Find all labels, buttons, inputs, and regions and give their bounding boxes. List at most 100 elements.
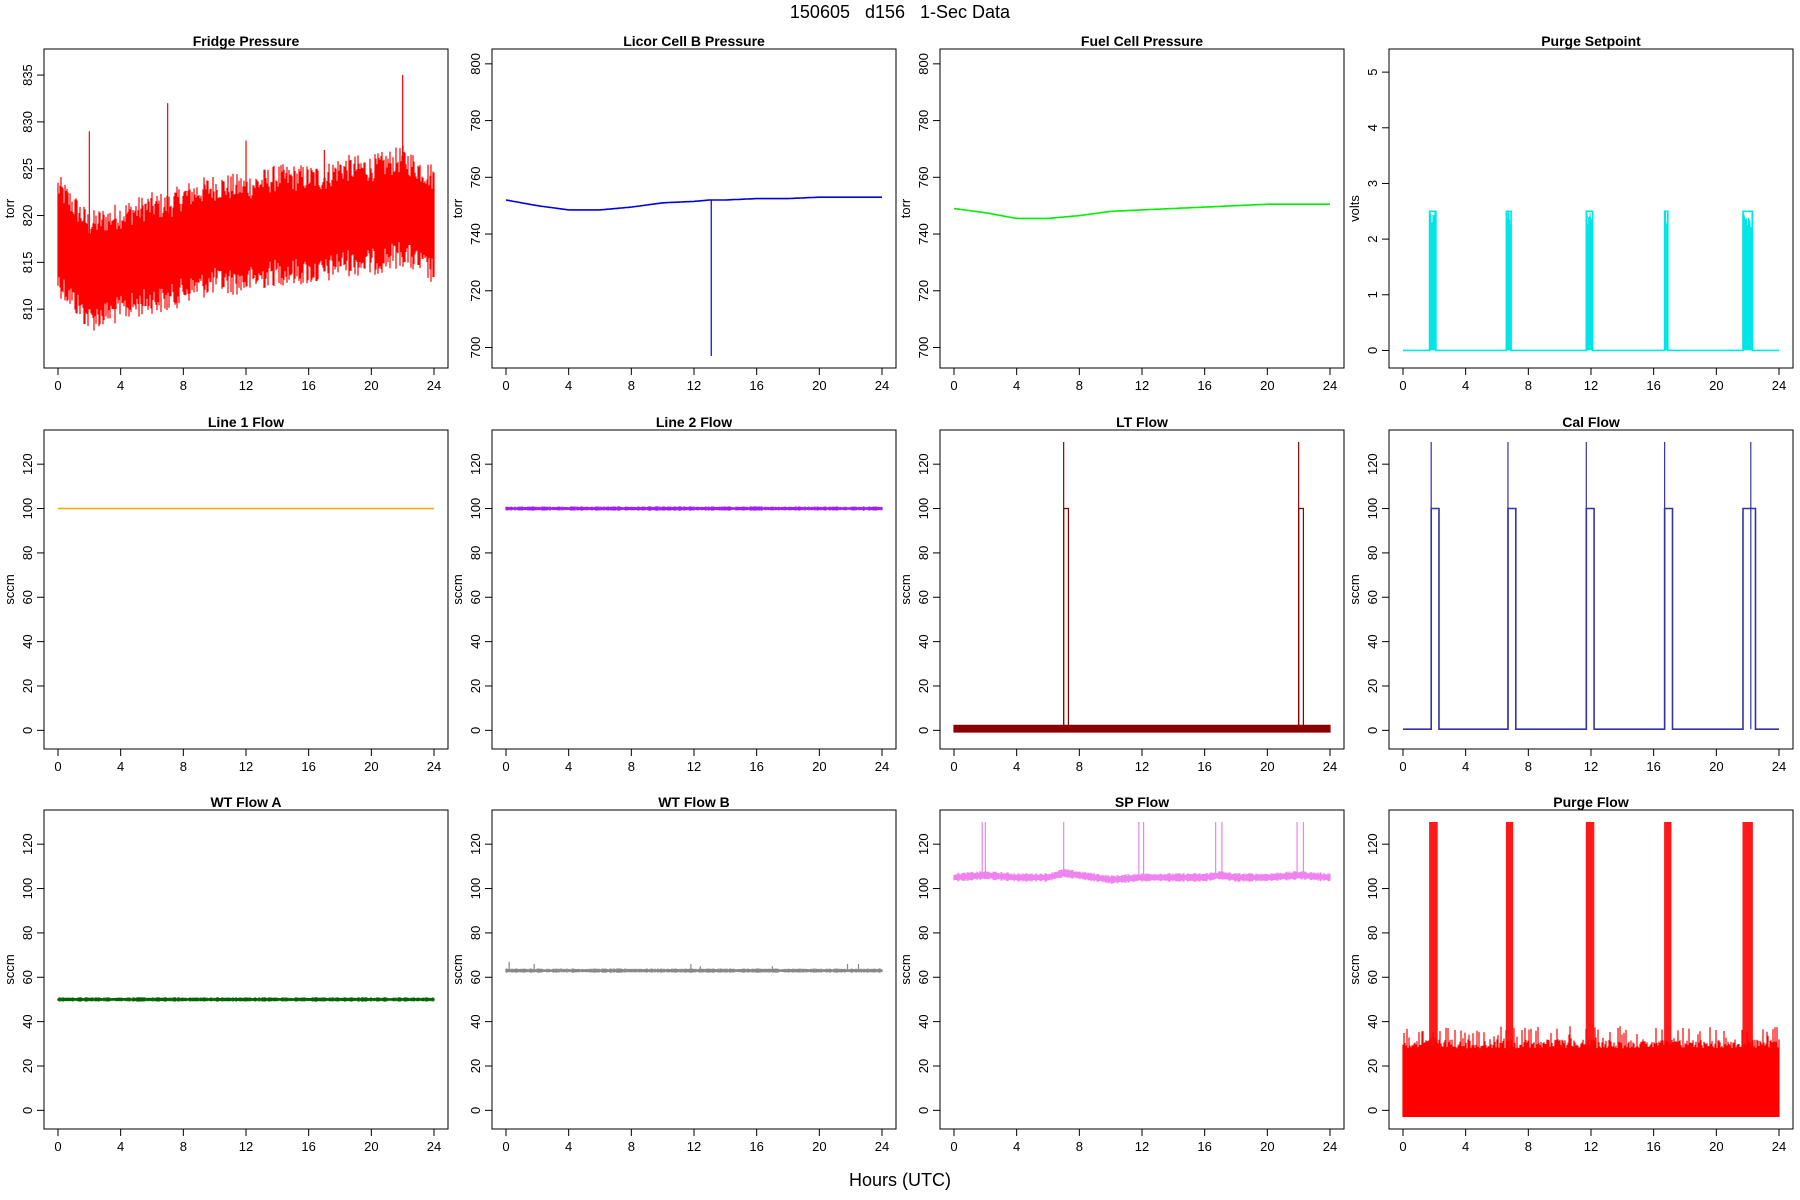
- y-tick-label-3-4: 4: [1365, 124, 1380, 131]
- series-11: [1402, 822, 1780, 1117]
- y-tick-label-1-5: 800: [468, 53, 483, 75]
- x-tick-label-9-5: 20: [812, 1139, 826, 1154]
- y-tick-label-1-1: 720: [468, 280, 483, 302]
- y-tick-label-6-2: 40: [916, 634, 931, 648]
- y-tick-label-7-4: 80: [1365, 546, 1380, 560]
- series-line-0: [57, 205, 435, 273]
- x-tick-label-10-2: 8: [1076, 1139, 1083, 1154]
- plot-frame-10: [939, 809, 1345, 1130]
- x-tick-label-6-3: 12: [1135, 759, 1149, 774]
- y-tick-label-0-3: 825: [20, 158, 35, 180]
- y-axis-label-11: sccm: [1347, 954, 1362, 984]
- x-tick-label-8-3: 12: [239, 1139, 253, 1154]
- x-tick-label-11-0: 0: [1399, 1139, 1406, 1154]
- panel-2: Fuel Cell Pressure 0 4 8 12 16 20 24 700 720 740 76…: [898, 33, 1345, 393]
- series-10: [953, 822, 1331, 884]
- x-tick-label-1-1: 4: [565, 378, 572, 393]
- y-axis-label-4: sccm: [2, 574, 17, 604]
- panel-9: WT Flow B 0 4 8 12 16 20 24 0 20 40 60 80 100 120 sccm: [450, 794, 897, 1154]
- series-2: [953, 203, 1330, 220]
- x-tick-label-8-5: 20: [364, 1139, 378, 1154]
- x-tick-label-6-2: 8: [1076, 759, 1083, 774]
- y-tick-label-0-0: 810: [20, 298, 35, 320]
- y-tick-label-3-2: 2: [1365, 235, 1380, 242]
- y-tick-label-7-2: 40: [1365, 634, 1380, 648]
- x-tick-label-2-3: 12: [1135, 378, 1149, 393]
- y-tick-label-3-3: 3: [1365, 180, 1380, 187]
- pulse-11-4: [1742, 822, 1753, 1117]
- y-tick-label-0-2: 820: [20, 205, 35, 227]
- panel-title-4: Line 1 Flow: [208, 414, 284, 430]
- x-tick-label-11-1: 4: [1462, 1139, 1469, 1154]
- y-axis-label-9: sccm: [450, 954, 465, 984]
- y-tick-label-8-2: 40: [20, 1014, 35, 1028]
- figure-title: 150605 d156 1-Sec Data: [789, 2, 1011, 22]
- pulse-11-1: [1505, 822, 1514, 1117]
- panel-title-5: Line 2 Flow: [656, 414, 732, 430]
- x-tick-label-2-5: 20: [1260, 378, 1274, 393]
- y-tick-label-11-1: 20: [1365, 1059, 1380, 1073]
- y-axis-label-5: sccm: [450, 574, 465, 604]
- x-tick-label-0-3: 12: [239, 378, 253, 393]
- x-tick-label-2-2: 8: [1076, 378, 1083, 393]
- y-axis-label-1: torr: [450, 198, 465, 218]
- x-tick-label-7-4: 16: [1646, 759, 1660, 774]
- plot-frame-4: [43, 429, 449, 750]
- x-tick-label-3-5: 20: [1709, 378, 1723, 393]
- y-tick-label-5-2: 40: [468, 634, 483, 648]
- setpoint-pulse-3: [1664, 211, 1668, 351]
- y-tick-label-2-1: 720: [916, 280, 931, 302]
- y-tick-label-8-6: 120: [20, 833, 35, 855]
- panel-title-11: Purge Flow: [1553, 794, 1629, 810]
- plot-frame-2: [939, 48, 1345, 369]
- y-tick-label-7-5: 100: [1365, 498, 1380, 520]
- y-tick-label-2-4: 780: [916, 110, 931, 132]
- y-tick-label-7-3: 60: [1365, 590, 1380, 604]
- x-tick-label-8-2: 8: [180, 1139, 187, 1154]
- y-axis-label-6: sccm: [898, 574, 913, 604]
- x-tick-label-11-6: 24: [1772, 1139, 1786, 1154]
- panel-title-3: Purge Setpoint: [1541, 33, 1641, 49]
- y-tick-label-8-4: 80: [20, 926, 35, 940]
- y-tick-label-0-4: 830: [20, 111, 35, 133]
- y-tick-label-4-4: 80: [20, 546, 35, 560]
- y-tick-label-8-1: 20: [20, 1059, 35, 1073]
- x-tick-label-5-0: 0: [502, 759, 509, 774]
- x-tick-label-9-6: 24: [875, 1139, 889, 1154]
- y-tick-label-8-5: 100: [20, 878, 35, 900]
- x-tick-label-10-4: 16: [1197, 1139, 1211, 1154]
- noise-band-11: [1402, 1026, 1780, 1117]
- series-5: [505, 506, 883, 511]
- x-tick-label-10-1: 4: [1013, 1139, 1020, 1154]
- panel-title-9: WT Flow B: [658, 794, 730, 810]
- series-8: [57, 997, 435, 1002]
- x-tick-label-2-1: 4: [1013, 378, 1020, 393]
- pulse-11-0: [1429, 822, 1438, 1117]
- x-tick-label-5-6: 24: [875, 759, 889, 774]
- x-tick-label-8-0: 0: [54, 1139, 61, 1154]
- y-tick-label-11-6: 120: [1365, 833, 1380, 855]
- x-tick-label-6-4: 16: [1197, 759, 1211, 774]
- x-tick-label-7-5: 20: [1709, 759, 1723, 774]
- series-line-1: [505, 196, 882, 211]
- x-tick-label-7-0: 0: [1399, 759, 1406, 774]
- pulse-11-2: [1585, 822, 1595, 1117]
- y-tick-label-9-6: 120: [468, 833, 483, 855]
- x-tick-label-10-6: 24: [1323, 1139, 1337, 1154]
- y-tick-label-6-0: 0: [916, 727, 931, 734]
- y-tick-label-6-6: 120: [916, 453, 931, 475]
- noise-band-6: [953, 724, 1331, 733]
- panel-6: LT Flow 0 4 8 12 16 20 24 0 20 40 60 80 100 120 sccm: [898, 414, 1345, 774]
- plot-frame-7: [1388, 429, 1794, 750]
- y-axis-label-3: volts: [1347, 195, 1362, 222]
- panel-1: Licor Cell B Pressure 0 4 8 12 16 20 24 700 720 74…: [450, 33, 897, 393]
- x-tick-label-0-0: 0: [54, 378, 61, 393]
- panel-7: Cal Flow 0 4 8 12 16 20 24 0 20 40 60 80 100 120 sccm: [1347, 414, 1794, 774]
- panel-title-10: SP Flow: [1115, 794, 1169, 810]
- x-tick-label-9-4: 16: [749, 1139, 763, 1154]
- y-tick-label-10-4: 80: [916, 926, 931, 940]
- y-tick-label-5-5: 100: [468, 498, 483, 520]
- x-tick-label-5-4: 16: [749, 759, 763, 774]
- y-tick-label-11-4: 80: [1365, 926, 1380, 940]
